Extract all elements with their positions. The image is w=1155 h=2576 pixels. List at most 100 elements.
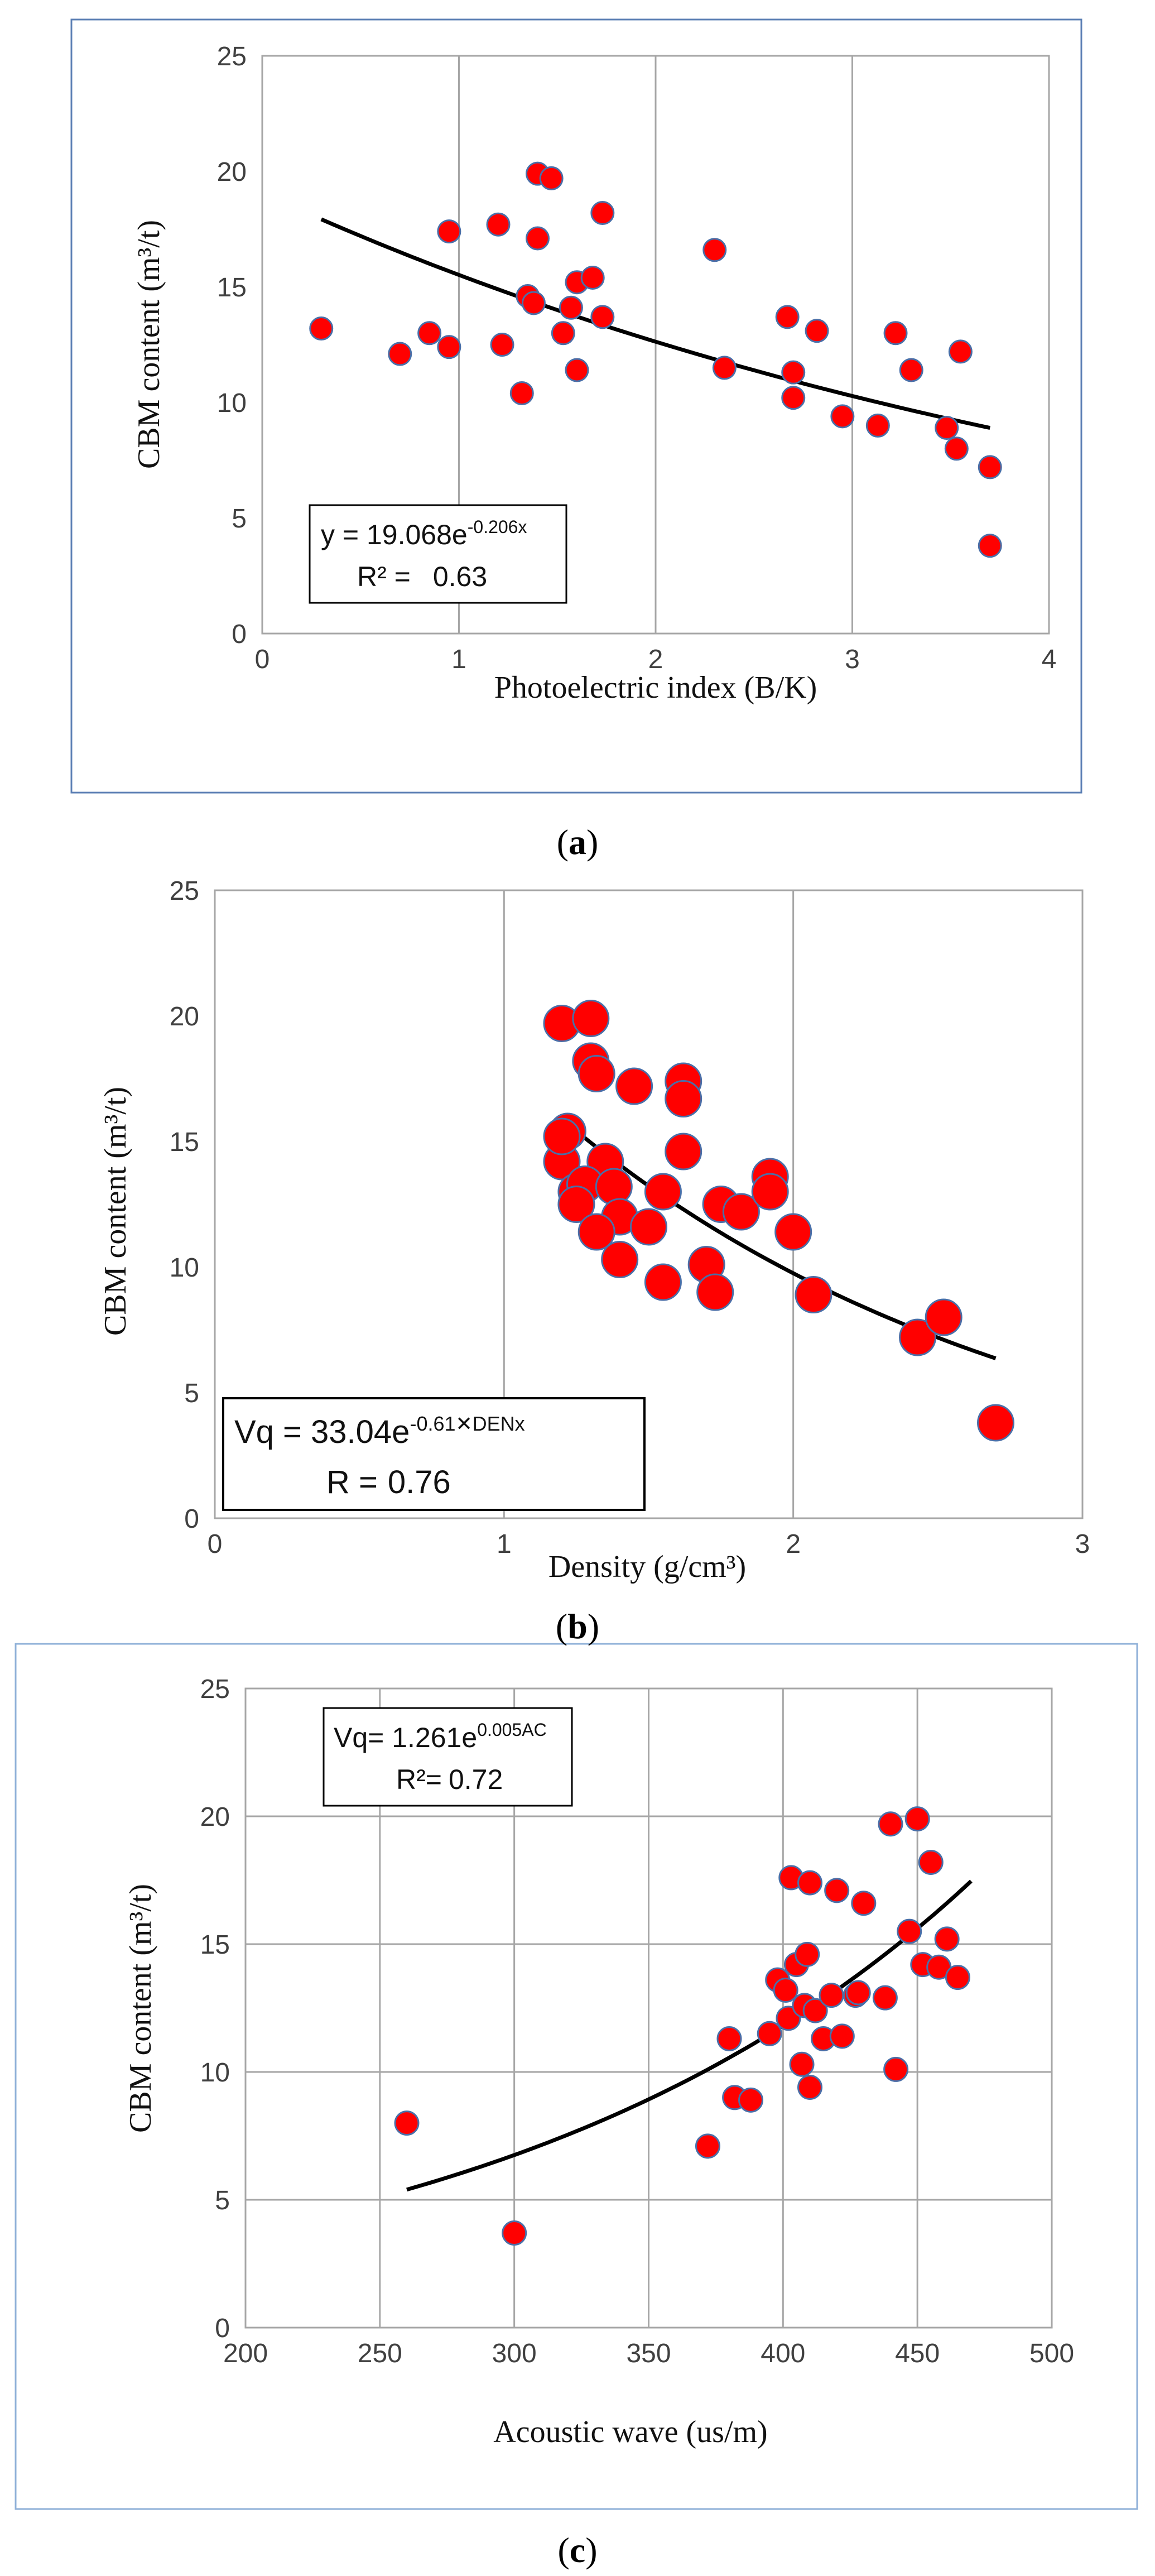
data-point-b (795, 1276, 832, 1313)
panel-label-c: (c) (557, 2530, 597, 2570)
x-tick-label-c: 450 (895, 2339, 940, 2368)
x-tick-label-a: 3 (845, 645, 860, 674)
data-point-a (551, 321, 575, 346)
data-point-c (757, 2021, 782, 2046)
y-tick-label-c: 15 (200, 1930, 230, 1960)
data-point-c (851, 1891, 877, 1916)
x-axis-title-a: Photoelectric index (B/K) (494, 670, 817, 705)
y-tick-label-b: 25 (170, 876, 199, 906)
panel-label-a: (a) (557, 822, 599, 862)
y-tick-label-a: 0 (232, 620, 247, 649)
x-tick-label-c: 350 (626, 2339, 671, 2368)
r-squared-c: R²= 0.72 (396, 1764, 503, 1795)
x-tick-label-b: 3 (1075, 1529, 1090, 1559)
trendline-a (320, 217, 991, 430)
data-point-c (716, 2026, 742, 2051)
equation-a: y = 19.068e-0.206x (321, 517, 527, 550)
data-point-b (722, 1193, 760, 1231)
data-point-b (925, 1298, 963, 1336)
x-tick-label-c: 400 (761, 2339, 805, 2368)
data-point-a (490, 333, 514, 357)
data-point-a (526, 226, 550, 251)
data-point-c (945, 1965, 970, 1990)
data-point-a (388, 342, 412, 366)
y-axis-title-a: CBM content (m³/t) (132, 220, 166, 469)
y-tick-label-c: 5 (215, 2186, 230, 2215)
y-tick-label-b: 20 (170, 1002, 199, 1032)
data-point-c (802, 1998, 828, 2023)
y-tick-label-b: 15 (170, 1128, 199, 1157)
x-tick-label-b: 1 (497, 1529, 512, 1559)
data-point-c (738, 2087, 764, 2113)
x-tick-label-a: 2 (648, 645, 663, 674)
equation-box-b: Vq = 33.04e-0.61✕DENx R = 0.76 (222, 1397, 646, 1511)
data-point-c (904, 1806, 930, 1832)
data-point-a (539, 166, 564, 190)
data-point-c (795, 1941, 820, 1967)
data-point-c (918, 1849, 944, 1875)
y-tick-label-b: 10 (170, 1253, 199, 1283)
data-point-c (789, 2051, 815, 2077)
data-point-a (944, 436, 969, 461)
data-point-b (751, 1173, 789, 1211)
data-point-c (695, 2133, 720, 2159)
y-tick-label-c: 0 (215, 2314, 230, 2343)
plot-area-b (214, 889, 1084, 1519)
x-tick-label-c: 250 (358, 2339, 402, 2368)
x-tick-label-a: 0 (255, 645, 270, 674)
chart-b: 0 1 2 3 0 5 10 15 20 25 Vq = 33.04e-0.61✕DENx R =… (98, 876, 1090, 1646)
trendline-c (406, 1879, 973, 2192)
data-point-a (509, 381, 534, 405)
y-tick-label-c: 25 (200, 1675, 230, 1704)
panel-label-b: (b) (556, 1606, 599, 1646)
data-point-a (805, 319, 829, 343)
data-point-a (830, 404, 855, 429)
data-point-a (580, 265, 605, 290)
data-point-b (644, 1263, 682, 1301)
y-tick-label-b: 5 (184, 1379, 199, 1408)
x-tick-label-c: 500 (1029, 2339, 1074, 2368)
data-point-c (819, 1983, 844, 2008)
data-point-a (865, 413, 890, 438)
panel-a-frame (70, 18, 1082, 794)
data-point-c (394, 2110, 420, 2136)
data-point-b (572, 1000, 610, 1037)
data-point-c (878, 1811, 903, 1837)
y-axis-title-c: CBM content (m³/t) (123, 1884, 158, 2133)
data-point-a (437, 335, 461, 359)
y-tick-label-a: 15 (217, 273, 247, 303)
chart-a: 0 1 2 3 4 0 5 10 15 20 25 y = 19.068e-0.206x R² = 0… (132, 42, 1056, 862)
data-point-a (781, 360, 806, 385)
data-point-a (978, 534, 1002, 558)
x-tick-label-a: 1 (451, 645, 466, 674)
data-point-a (565, 358, 589, 382)
x-tick-label-c: 200 (223, 2339, 268, 2368)
x-axis-title-c: Acoustic wave (us/m) (493, 2415, 767, 2449)
equation-c: Vq= 1.261e0.005AC (334, 1720, 547, 1753)
data-point-a (590, 305, 615, 329)
data-point-a (775, 305, 800, 329)
data-point-a (559, 295, 583, 320)
data-point-b (774, 1213, 812, 1251)
data-point-b (578, 1213, 615, 1251)
data-point-c (502, 2220, 527, 2246)
data-point-c (773, 1977, 798, 2003)
data-point-a (309, 316, 334, 341)
data-point-c (797, 2074, 822, 2100)
x-tick-label-a: 4 (1042, 645, 1057, 674)
r-squared-a: R² = 0.63 (357, 561, 487, 592)
data-point-b (696, 1273, 734, 1311)
data-point-b (557, 1186, 595, 1223)
data-point-a (521, 291, 546, 315)
data-point-a (486, 212, 511, 237)
plot-area-a (261, 55, 1050, 635)
data-point-a (935, 416, 959, 440)
data-point-c (824, 1878, 850, 1903)
data-point-c (872, 1985, 898, 2011)
equation-box-c: Vq= 1.261e0.005AC R²= 0.72 (323, 1707, 573, 1807)
y-tick-label-a: 25 (217, 42, 247, 71)
data-point-b (665, 1133, 702, 1171)
data-point-a (590, 201, 615, 226)
x-axis-title-b: Density (g/cm³) (548, 1550, 746, 1584)
